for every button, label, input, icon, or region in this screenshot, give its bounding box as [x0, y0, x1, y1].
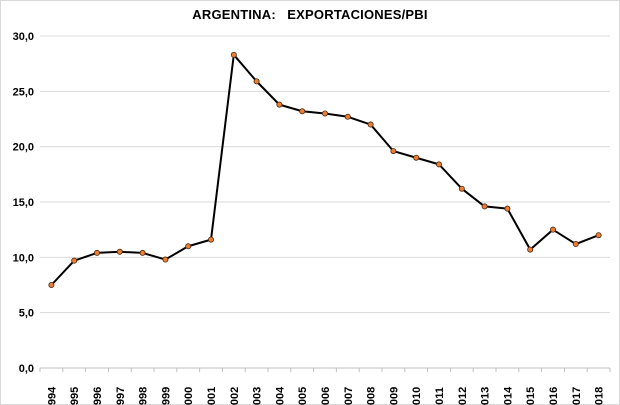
- x-tick-label: 2002: [229, 387, 241, 405]
- data-point: [117, 249, 122, 254]
- data-point: [345, 114, 350, 119]
- data-point: [596, 233, 601, 238]
- data-point: [573, 241, 578, 246]
- x-tick-label: 2007: [343, 387, 355, 405]
- data-point: [414, 155, 419, 160]
- data-series: [51, 55, 598, 285]
- x-tick-label: 2004: [274, 386, 286, 405]
- data-point: [300, 109, 305, 114]
- x-tick-label: 2003: [252, 387, 264, 405]
- data-point: [550, 227, 555, 232]
- y-tick-label: 0,0: [19, 363, 34, 375]
- x-tick-labels: 1994 1995 1996 1997 1998 1999 2000 2001 2002 2003…: [46, 386, 605, 405]
- data-point: [459, 186, 464, 191]
- x-tick-label: 1999: [160, 387, 172, 405]
- data-point: [391, 148, 396, 153]
- data-point: [163, 257, 168, 262]
- x-tick-label: 2001: [206, 387, 218, 405]
- data-point: [254, 79, 259, 84]
- data-point: [528, 247, 533, 252]
- y-tick-label: 15,0: [13, 197, 34, 209]
- x-tick-label: 2012: [457, 387, 469, 405]
- data-point: [49, 282, 54, 287]
- x-tick-label: 1998: [138, 387, 150, 405]
- data-point: [231, 52, 236, 57]
- x-tick-label: 2009: [388, 387, 400, 405]
- series-line: [51, 55, 598, 285]
- data-point: [72, 258, 77, 263]
- data-point: [436, 162, 441, 167]
- y-tick-label: 20,0: [13, 142, 34, 154]
- x-tick-label: 2008: [366, 387, 378, 405]
- y-tick-label: 30,0: [13, 31, 34, 43]
- y-tick-labels: 0,0 5,0 10,0 15,0 20,0 25,0 30,0: [13, 31, 34, 375]
- data-point: [368, 122, 373, 127]
- data-point: [140, 250, 145, 255]
- x-tick-label: 2018: [594, 387, 606, 405]
- x-tick-label: 2000: [183, 387, 195, 405]
- data-point: [322, 111, 327, 116]
- x-tick-label: 2010: [411, 387, 423, 405]
- data-point: [277, 102, 282, 107]
- y-tick-label: 5,0: [19, 308, 34, 320]
- x-tick-label: 1995: [69, 387, 81, 405]
- x-tick-label: 2016: [548, 387, 560, 405]
- x-tick-label: 2013: [480, 387, 492, 405]
- x-tick-label: 2006: [320, 387, 332, 405]
- x-tick-label: 2005: [297, 387, 309, 405]
- y-tick-label: 10,0: [13, 252, 34, 264]
- data-point: [94, 250, 99, 255]
- data-point: [186, 244, 191, 249]
- gridlines: [40, 36, 610, 313]
- x-tick-label: 2015: [525, 387, 537, 405]
- y-tick-label: 25,0: [13, 86, 34, 98]
- data-point: [505, 206, 510, 211]
- x-tick-label: 2011: [434, 387, 446, 405]
- x-tick-label: 1994: [46, 386, 58, 405]
- data-point: [208, 237, 213, 242]
- x-tick-label: 1996: [92, 387, 104, 405]
- data-point: [482, 204, 487, 209]
- x-tick-label: 2014: [502, 386, 514, 405]
- x-tick-label: 2017: [571, 387, 583, 405]
- x-tick-label: 1997: [115, 387, 127, 405]
- axes: [40, 368, 610, 372]
